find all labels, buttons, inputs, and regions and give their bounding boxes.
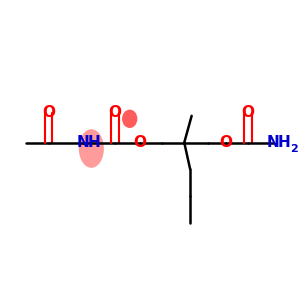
Ellipse shape (79, 129, 104, 168)
Text: O: O (134, 135, 146, 150)
Text: H: H (278, 135, 290, 150)
Text: O: O (42, 105, 55, 120)
Text: 2: 2 (290, 144, 298, 154)
Text: O: O (109, 105, 122, 120)
Text: O: O (241, 105, 254, 120)
Ellipse shape (122, 110, 137, 128)
Text: H: H (88, 135, 101, 150)
Text: N: N (76, 135, 89, 150)
Text: O: O (219, 135, 232, 150)
Text: N: N (266, 135, 279, 150)
